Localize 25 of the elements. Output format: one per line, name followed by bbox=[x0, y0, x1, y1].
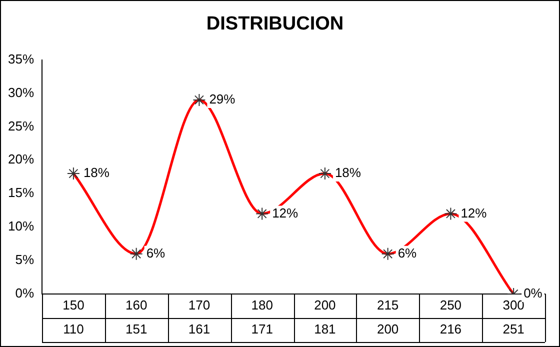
chart-title: DISTRIBUCION bbox=[206, 14, 344, 35]
x-tick-label: 170 161 bbox=[188, 298, 210, 337]
y-tick-label: 15% bbox=[8, 185, 34, 200]
x-tick-label: 300 251 bbox=[502, 298, 524, 337]
y-tick-label: 0% bbox=[15, 286, 34, 301]
x-tick-label: 200 181 bbox=[314, 298, 336, 337]
x-tick-label: 180 171 bbox=[251, 298, 273, 337]
x-tick-label: 250 216 bbox=[440, 298, 462, 337]
data-label: 6% bbox=[398, 245, 418, 260]
x-tick-label: 215 200 bbox=[376, 298, 399, 337]
data-label: 18% bbox=[334, 165, 362, 180]
y-tick-label: 25% bbox=[8, 118, 34, 134]
data-label: 18% bbox=[83, 165, 110, 180]
y-tick-label: 30% bbox=[8, 84, 34, 100]
data-label: 29% bbox=[209, 92, 236, 107]
x-tick-label: 160 151 bbox=[125, 298, 148, 337]
y-tick-label: 5% bbox=[15, 252, 34, 268]
x-tick-label: 150 110 bbox=[62, 298, 84, 337]
y-tick-label: 10% bbox=[8, 218, 34, 234]
data-label: 6% bbox=[146, 245, 166, 260]
data-label: 0% bbox=[524, 286, 543, 301]
y-tick-label: 20% bbox=[8, 152, 34, 167]
y-tick-label: 35% bbox=[8, 51, 34, 66]
data-label: 12% bbox=[460, 205, 488, 220]
data-label: 12% bbox=[272, 205, 299, 220]
